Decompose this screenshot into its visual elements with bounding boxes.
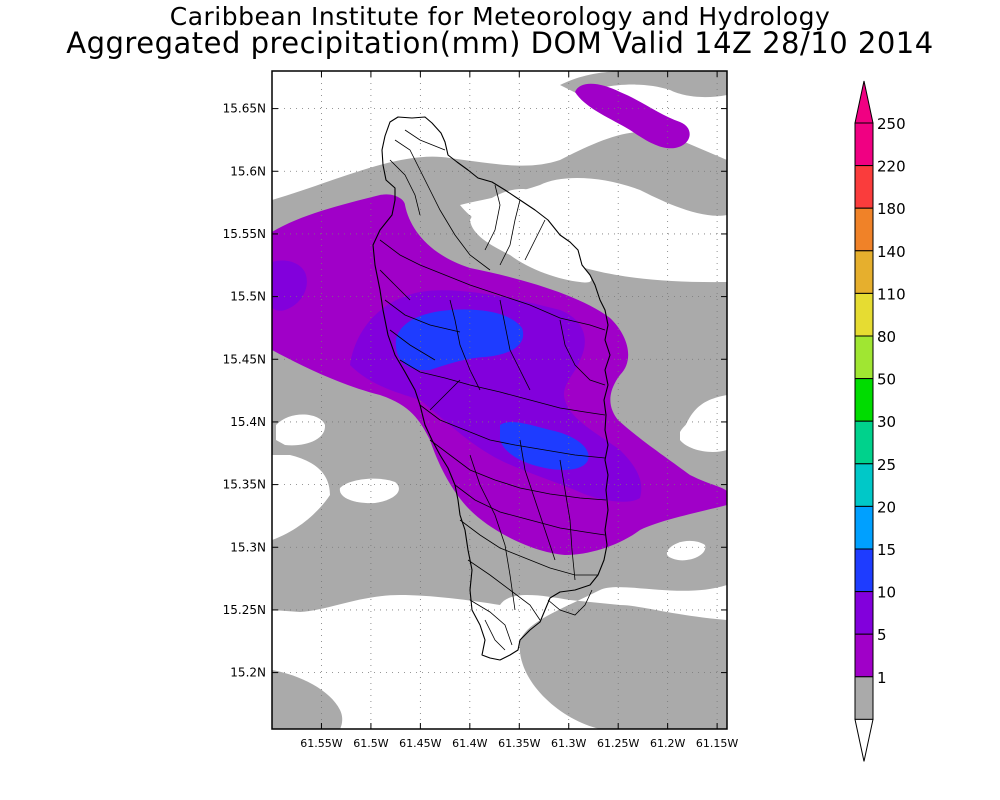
lat-tick-label: 15.3N bbox=[230, 540, 266, 554]
colorbar-label: 15 bbox=[877, 541, 896, 559]
colorbar-label: 10 bbox=[877, 584, 896, 602]
colorbar-swatch bbox=[854, 335, 874, 380]
lon-tick-label: 61.2W bbox=[650, 737, 685, 750]
colorbar-label: 180 bbox=[877, 200, 906, 218]
colorbar-label: 1 bbox=[877, 669, 887, 687]
lat-tick-label: 15.2N bbox=[230, 666, 266, 680]
lon-tick-label: 61.45W bbox=[399, 737, 441, 750]
lat-tick-label: 15.45N bbox=[223, 352, 266, 366]
colorbar-swatch bbox=[854, 378, 874, 422]
lon-tick-label: 61.4W bbox=[452, 737, 487, 750]
map-plot-area bbox=[272, 71, 727, 729]
title-block: Caribbean Institute for Meteorology and … bbox=[0, 2, 1000, 58]
lon-tick-label: 61.25W bbox=[597, 737, 639, 750]
colorbar-swatch bbox=[854, 548, 874, 593]
precip-holes bbox=[276, 189, 727, 561]
title-line-2: Aggregated precipitation(mm) DOM Valid 1… bbox=[66, 26, 934, 60]
colorbar-under-triangle bbox=[854, 718, 874, 762]
lon-tick-label: 61.3W bbox=[551, 737, 586, 750]
colorbar-swatch bbox=[854, 207, 874, 252]
island-outline bbox=[372, 116, 611, 661]
colorbar-label: 110 bbox=[877, 285, 906, 303]
colorbar-swatch bbox=[854, 250, 874, 294]
lat-tick-label: 15.65N bbox=[223, 102, 266, 116]
lon-tick-label: 61.55W bbox=[300, 737, 342, 750]
colorbar-label: 220 bbox=[877, 158, 906, 176]
colorbar-swatch bbox=[854, 420, 874, 465]
colorbar-swatch bbox=[854, 505, 874, 550]
axis-ticks bbox=[272, 71, 727, 729]
colorbar-label: 30 bbox=[877, 413, 896, 431]
colorbar-over-triangle bbox=[854, 80, 874, 124]
lat-tick-label: 15.25N bbox=[223, 603, 266, 617]
colorbar-label: 5 bbox=[877, 626, 887, 644]
colorbar-swatch bbox=[854, 463, 874, 507]
river-network bbox=[379, 129, 607, 651]
title-line-1: Caribbean Institute for Meteorology and … bbox=[169, 2, 831, 31]
colorbar-swatch bbox=[854, 292, 874, 337]
latitude-labels: 15.2N 15.25N 15.3N 15.35N 15.4N 15.45N 15.5N 15… bbox=[223, 102, 266, 680]
colorbar-swatch bbox=[854, 676, 874, 720]
lat-tick-label: 15.4N bbox=[230, 415, 266, 429]
lat-tick-label: 15.5N bbox=[230, 290, 266, 304]
precip-band-15-20 bbox=[395, 309, 589, 470]
colorbar-label: 50 bbox=[877, 371, 896, 389]
longitude-labels: 61.55W 61.5W 61.45W 61.4W 61.35W 61.3W 61.25W 6… bbox=[300, 737, 738, 750]
colorbar-swatch bbox=[854, 633, 874, 678]
colorbar-swatch bbox=[854, 122, 874, 167]
lat-tick-label: 15.35N bbox=[223, 478, 266, 492]
lon-tick-label: 61.5W bbox=[353, 737, 388, 750]
lon-tick-label: 61.15W bbox=[696, 737, 738, 750]
lat-tick-label: 15.55N bbox=[223, 227, 266, 241]
colorbar-label: 20 bbox=[877, 498, 896, 516]
colorbar-swatch bbox=[854, 591, 874, 635]
colorbar-label: 140 bbox=[877, 243, 906, 261]
colorbar-label: 25 bbox=[877, 456, 896, 474]
colorbar-label: 80 bbox=[877, 328, 896, 346]
lat-tick-label: 15.6N bbox=[230, 164, 266, 178]
lon-tick-label: 61.35W bbox=[498, 737, 540, 750]
plot-frame bbox=[271, 70, 728, 730]
colorbar-label: 250 bbox=[877, 115, 906, 133]
colorbar-swatch bbox=[854, 165, 874, 209]
